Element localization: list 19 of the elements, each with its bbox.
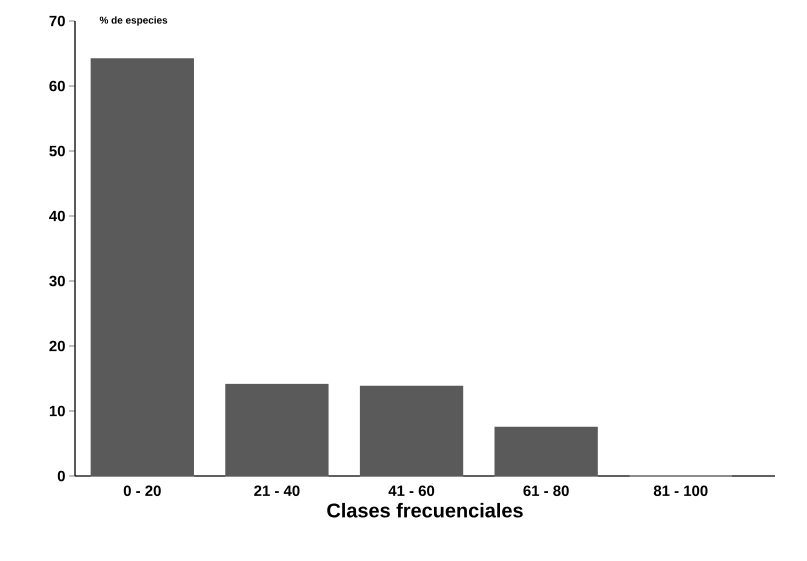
y-tick-label: 10: [50, 406, 65, 416]
x-tick-label: 0 - 20: [124, 485, 161, 496]
bar: [90, 58, 194, 476]
y-tick-label: 30: [49, 276, 65, 286]
x-axis-title: Clases frecuenciales: [327, 502, 523, 518]
x-tick-label: 41 - 60: [388, 485, 434, 496]
y-axis-title: % de especies: [100, 16, 168, 26]
bar: [360, 386, 464, 476]
y-tick-label: 50: [49, 146, 65, 156]
x-tick-label: 81 - 100: [654, 485, 708, 496]
y-tick-label: 20: [49, 340, 65, 352]
bar: [494, 426, 598, 476]
y-tick-label: 0: [58, 470, 65, 482]
y-tick-label: 40: [49, 210, 65, 222]
y-tick-label: 70: [50, 16, 65, 26]
y-tick-label: 60: [49, 80, 65, 92]
bar: [225, 384, 329, 476]
x-tick-label: 61 - 80: [523, 485, 569, 496]
x-tick-label: 21 - 40: [254, 485, 300, 496]
